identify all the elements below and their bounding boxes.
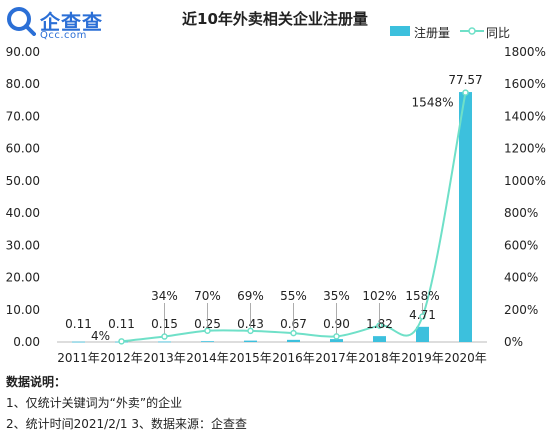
y-right-tick-label: 200% bbox=[504, 303, 538, 317]
yoy-point bbox=[118, 338, 125, 345]
x-tick-label: 2014年 bbox=[186, 351, 229, 365]
y-right-tick-label: 1000% bbox=[504, 174, 546, 188]
yoy-point bbox=[290, 329, 297, 337]
yoy-value-label: 34% bbox=[151, 289, 178, 303]
y-left-tick-label: 20.00 bbox=[6, 271, 40, 285]
y-left-tick-label: 90.00 bbox=[6, 45, 40, 59]
brand-name: 企查查 bbox=[40, 10, 103, 34]
x-tick-label: 2019年 bbox=[401, 351, 444, 365]
x-tick-label: 2018年 bbox=[358, 351, 401, 365]
x-tick-label: 2020年 bbox=[444, 351, 487, 365]
y-right-tick-label: 600% bbox=[504, 238, 538, 252]
yoy-point bbox=[204, 327, 211, 334]
y-left-tick-label: 60.00 bbox=[6, 142, 40, 156]
bar bbox=[373, 336, 386, 342]
yoy-value-label: 35% bbox=[323, 289, 350, 303]
brand-logo: 企查查 Qcc.com bbox=[6, 4, 136, 46]
notes-line-1: 1、仅统计关键词为“外卖”的企业 bbox=[6, 396, 183, 410]
bar bbox=[330, 339, 343, 342]
notes-title: 数据说明： bbox=[6, 375, 67, 389]
y-right-tick-label: 400% bbox=[504, 271, 538, 285]
x-tick-label: 2011年 bbox=[57, 351, 100, 365]
yoy-point bbox=[376, 322, 383, 329]
bar bbox=[244, 340, 257, 342]
y-left-tick-label: 70.00 bbox=[6, 109, 40, 123]
bar bbox=[158, 341, 171, 343]
y-right-tick-label: 1800% bbox=[504, 45, 546, 59]
yoy-value-label: 102% bbox=[362, 289, 396, 303]
yoy-value-label: 69% bbox=[237, 289, 264, 303]
yoy-value-label: 4% bbox=[91, 329, 110, 343]
y-right-tick-label: 1400% bbox=[504, 109, 546, 123]
y-right-tick-label: 1600% bbox=[504, 77, 546, 91]
yoy-line bbox=[121, 92, 467, 343]
yoy-point bbox=[462, 89, 469, 96]
legend-bar-label: 注册量 bbox=[414, 26, 451, 40]
yoy-value-label: 70% bbox=[194, 289, 221, 303]
brand-url: Qcc.com bbox=[40, 30, 87, 41]
bar bbox=[416, 326, 429, 342]
x-tick-label: 2017年 bbox=[315, 351, 358, 365]
bar bbox=[72, 341, 85, 343]
yoy-value-label: 158% bbox=[405, 289, 439, 303]
bar bbox=[459, 92, 472, 343]
x-tick-label: 2016年 bbox=[272, 351, 315, 365]
bar bbox=[287, 339, 300, 342]
x-tick-label: 2012年 bbox=[100, 351, 143, 365]
y-left-tick-label: 10.00 bbox=[6, 303, 40, 317]
y-left-tick-label: 50.00 bbox=[6, 174, 40, 188]
magnifier-logo-icon bbox=[7, 7, 36, 36]
bar-value-label: 77.57 bbox=[448, 73, 482, 87]
x-tick-label: 2013年 bbox=[143, 351, 186, 365]
yoy-point bbox=[161, 333, 168, 340]
yoy-point bbox=[333, 333, 340, 340]
x-tick-label: 2015年 bbox=[229, 351, 272, 365]
bar-value-label: 4.71 bbox=[409, 308, 436, 322]
y-left-tick-label: 0.00 bbox=[13, 335, 40, 349]
data-notes: 数据说明： 1、仅统计关键词为“外卖”的企业 2、统计时间2021/2/1 3、… bbox=[6, 372, 247, 435]
y-left-tick-label: 80.00 bbox=[6, 77, 40, 91]
y-right-tick-label: 0% bbox=[504, 335, 523, 349]
legend-bar-swatch bbox=[390, 26, 410, 36]
chart-title: 近10年外卖相关企业注册量 bbox=[182, 10, 368, 28]
y-left-tick-label: 40.00 bbox=[6, 206, 40, 220]
yoy-point bbox=[419, 313, 426, 320]
notes-line-2: 2、统计时间2021/2/1 3、数据来源：企查查 bbox=[6, 417, 247, 431]
bar-value-label: 0.11 bbox=[65, 317, 92, 331]
bar bbox=[201, 341, 214, 342]
legend-line-swatch bbox=[460, 27, 484, 35]
yoy-point bbox=[247, 327, 254, 335]
yoy-value-label: 1548% bbox=[412, 96, 454, 110]
y-left-tick-label: 30.00 bbox=[6, 238, 40, 252]
y-right-tick-label: 800% bbox=[504, 206, 538, 220]
y-right-tick-label: 1200% bbox=[504, 142, 546, 156]
legend-line-label: 同比 bbox=[486, 26, 511, 40]
bar-value-label: 1.82 bbox=[366, 317, 393, 331]
yoy-value-label: 55% bbox=[280, 289, 307, 303]
bar-value-label: 0.11 bbox=[108, 317, 135, 331]
